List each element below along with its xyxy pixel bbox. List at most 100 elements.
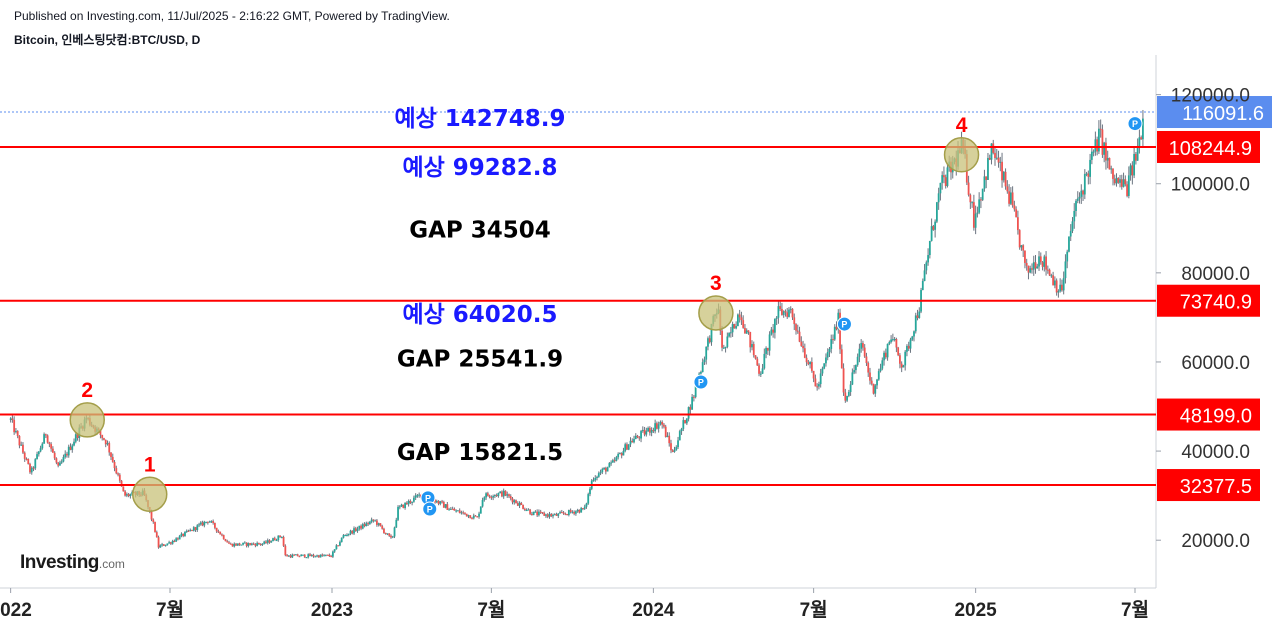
candle-body <box>729 332 732 334</box>
candle-body <box>1076 198 1079 201</box>
candle-body <box>597 473 600 477</box>
candle-body <box>23 452 26 459</box>
candle-body <box>928 240 931 256</box>
candle-body <box>446 504 449 510</box>
candle-body <box>629 440 632 445</box>
candle-body <box>759 373 762 375</box>
candle-body <box>529 509 532 514</box>
candle-body <box>583 506 586 509</box>
candle-body <box>724 346 727 348</box>
candle-body <box>344 535 347 537</box>
gap-annotation: GAP 15821.5 <box>397 440 563 466</box>
candle-body <box>576 509 579 512</box>
candle-body <box>242 542 244 545</box>
candle-body <box>735 326 738 329</box>
candle-body <box>980 199 982 201</box>
candle-body <box>1066 251 1069 262</box>
candle-body <box>455 510 458 512</box>
candle-body <box>111 456 114 462</box>
candle-body <box>106 443 109 445</box>
candle-body <box>152 519 155 522</box>
candle-body <box>768 334 771 351</box>
candle-body <box>893 339 896 341</box>
candle-body <box>983 176 986 189</box>
gap-annotation: GAP 25541.9 <box>397 347 563 373</box>
candle-body <box>1053 280 1056 286</box>
candle-body <box>442 502 445 508</box>
x-tick-label: 2022 <box>0 600 32 621</box>
candle-body <box>685 418 688 424</box>
candle-body <box>212 521 215 523</box>
candle-body <box>349 530 352 534</box>
candle-body <box>1136 147 1139 161</box>
candle-body <box>988 157 991 160</box>
candle-body <box>384 532 387 534</box>
candle-body <box>53 452 56 459</box>
candle-body <box>844 392 847 401</box>
candle-body <box>941 175 944 183</box>
candle-body <box>314 556 317 558</box>
candle-body <box>1099 128 1102 130</box>
candle-body <box>335 545 338 550</box>
candle-body <box>1055 280 1058 293</box>
candle-body <box>627 444 630 450</box>
candle-body <box>863 347 866 357</box>
candle-body <box>398 506 401 508</box>
candle-body <box>1032 262 1035 270</box>
candle-body <box>296 554 299 557</box>
candle-body <box>678 431 681 441</box>
candle-body <box>518 502 521 506</box>
candle-body <box>309 554 311 557</box>
candle-body <box>756 358 759 366</box>
published-note: Published on Investing.com, 11/Jul/2025 … <box>14 9 450 23</box>
candle-body <box>492 496 495 498</box>
candle-body <box>1083 174 1086 195</box>
candle-body <box>812 370 815 379</box>
candle-body <box>599 472 602 474</box>
candle-body <box>263 541 266 544</box>
candle-body <box>1073 210 1076 222</box>
candle-body <box>99 429 102 435</box>
candle-body <box>175 538 178 542</box>
candle-body <box>64 453 67 457</box>
candle-body <box>943 175 945 178</box>
candle-body <box>772 329 775 333</box>
point-label: 1 <box>144 453 156 476</box>
candle-body <box>546 514 549 517</box>
level-label: 32377.5 <box>1180 476 1252 498</box>
candle-body <box>277 535 280 541</box>
candle-body <box>802 345 804 349</box>
x-tick-label: 2023 <box>311 600 353 621</box>
candle-body <box>890 339 893 342</box>
candle-body <box>851 372 854 385</box>
candle-body <box>1041 262 1044 267</box>
candle-body <box>1036 266 1039 269</box>
candle-body <box>758 365 760 374</box>
candle-body <box>1006 186 1009 192</box>
candle-body <box>435 500 438 503</box>
candle-body <box>511 498 514 503</box>
candle-body <box>1138 137 1141 148</box>
candle-body <box>402 504 405 508</box>
candle-body <box>620 453 623 456</box>
candle-body <box>1122 179 1125 187</box>
candle-body <box>1008 191 1010 204</box>
candle-body <box>622 450 625 456</box>
candle-body <box>1108 157 1111 170</box>
candle-body <box>1046 269 1049 271</box>
candle-body <box>615 457 618 461</box>
candle-body <box>992 143 995 153</box>
candle-body <box>460 512 463 514</box>
candle-body <box>157 537 160 548</box>
candle-body <box>538 511 540 516</box>
candle-body <box>870 380 873 384</box>
candle-body <box>541 512 544 514</box>
candle-body <box>1071 221 1074 231</box>
candle-body <box>819 373 822 385</box>
candle-body <box>879 368 882 372</box>
candle-body <box>1103 142 1106 155</box>
candle-body <box>987 157 989 180</box>
candle-body <box>295 554 297 556</box>
